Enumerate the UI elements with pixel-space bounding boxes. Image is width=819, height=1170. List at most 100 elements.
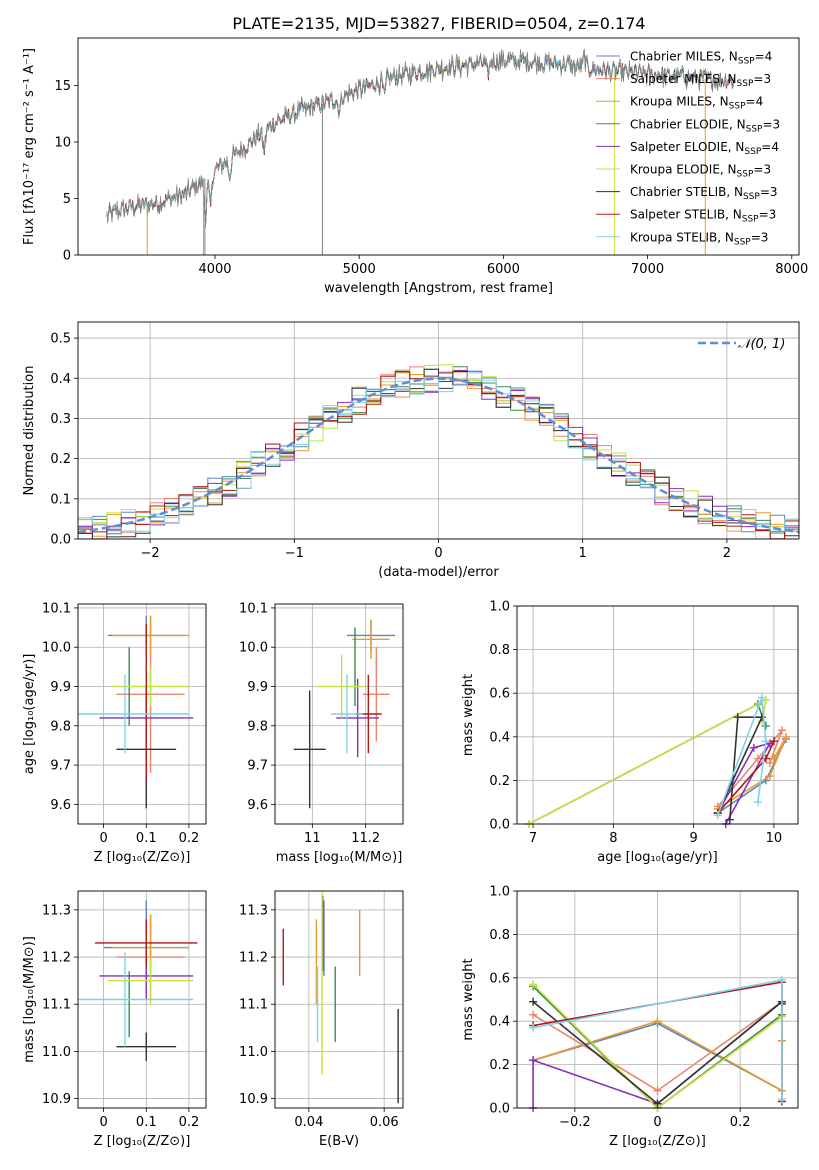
mass-weight-marker (725, 815, 734, 824)
y-tick-label: 0.4 (50, 372, 71, 387)
y-tick-label: 15 (54, 79, 71, 94)
y-tick-label: 0.1 (50, 492, 71, 507)
x-tick-label: 1 (579, 546, 587, 561)
mass-weight-marker (529, 1023, 538, 1032)
y-axis-label: mass weight (461, 958, 476, 1040)
mass-weight-marker (761, 737, 770, 746)
y-tick-label: 0.6 (489, 971, 510, 986)
y-tick-label: 11.0 (239, 1045, 268, 1060)
y-tick-label: 11.2 (239, 951, 268, 966)
y-tick-label: 0.8 (489, 928, 510, 943)
errorbar-point (112, 666, 189, 707)
axes-frame (516, 605, 799, 825)
mass-weight-marker (749, 743, 758, 752)
errorbar-point (352, 619, 390, 659)
x-axis-label: Z [log₁₀(Z/Z⊙)] (609, 1134, 706, 1149)
x-axis-label: wavelength [Angstrom, rest frame] (324, 281, 553, 296)
x-tick-label: 5000 (343, 262, 376, 277)
axes-frame (274, 603, 404, 825)
errorbar-point (78, 952, 194, 1047)
y-tick-label: 11.2 (42, 951, 71, 966)
legend-entry: Chabrier MILES, NSSP=4 (630, 50, 772, 67)
errorbar-point (112, 615, 189, 656)
mass-weight-marker (761, 721, 770, 730)
y-tick-label: 10.9 (42, 1092, 71, 1107)
mass-weight-marker (765, 772, 774, 781)
x-tick-label: 0 (434, 546, 442, 561)
y-axis-label: Normed distribution (22, 366, 37, 496)
y-tick-label: 9.8 (247, 719, 268, 734)
y-tick-label: 11.1 (239, 998, 268, 1013)
x-tick-label: 7 (529, 831, 537, 846)
mass-weight-series-line (716, 742, 772, 824)
x-tick-label: 9 (689, 831, 697, 846)
y-tick-label: 0.2 (489, 1058, 510, 1073)
y-tick-label: 0.8 (489, 643, 510, 658)
x-tick-label: −0.2 (559, 1115, 591, 1130)
y-tick-label: 11.3 (42, 903, 71, 918)
y-tick-label: 1.0 (489, 885, 510, 900)
x-tick-label: 8 (609, 831, 617, 846)
mass-weight-marker (653, 1099, 662, 1108)
mass-weight-marker (753, 754, 762, 763)
x-axis-label: Z [log₁₀(Z/Z⊙)] (94, 1134, 191, 1149)
x-tick-label: 0 (99, 1115, 107, 1130)
mass-weight-vs-Z-axes: −0.2 0 0.2 0.0 0.2 0.4 0.6 0.8 1.0 Z [log₁₀(Z/Z⊙)… (461, 885, 799, 1149)
legend-entry: Chabrier ELODIE, NSSP=3 (630, 117, 780, 134)
y-tick-label: 0.0 (50, 533, 71, 548)
figure-title: PLATE=2135, MJD=53827, FIBERID=0504, z=0… (232, 14, 645, 33)
legend-entry: 𝒩(0, 1) (738, 337, 785, 352)
x-tick-label: 0 (653, 1115, 661, 1130)
legend-entry: Kroupa STELIB, NSSP=3 (630, 230, 768, 247)
x-tick-label: 11.2 (351, 831, 380, 846)
y-tick-label: 10.1 (42, 601, 71, 616)
y-tick-label: 0.3 (50, 412, 71, 427)
age-vs-mass-axes: 11 11.2 9.6 9.7 9.8 9.9 10.0 10.1 mass [log₁₀(M/… (239, 601, 404, 865)
y-tick-label: 10.0 (42, 641, 71, 656)
spectrum-data-line (106, 48, 735, 226)
y-tick-label: 10.9 (239, 1092, 268, 1107)
y-tick-label: 9.9 (50, 680, 71, 695)
residuals-axes: −2 −1 0 1 2 0.0 0.1 0.2 0.3 0.4 0.5 (data-model)/er… (22, 321, 800, 580)
mass-weight-marker (781, 732, 790, 741)
x-axis-label: E(B-V) (319, 1134, 359, 1149)
mass-weight-marker (769, 737, 778, 746)
x-tick-label: 0.06 (370, 1115, 399, 1130)
x-tick-label: 2 (723, 546, 731, 561)
errorbar-point (293, 690, 326, 809)
y-tick-label: 9.8 (50, 719, 71, 734)
x-tick-label: 6000 (487, 262, 520, 277)
mass-weight-marker (653, 1017, 662, 1026)
y-tick-label: 0.6 (489, 687, 510, 702)
y-tick-label: 10.0 (239, 641, 268, 656)
x-axis-label: (data-model)/error (378, 565, 499, 580)
mass-weight-marker (733, 713, 742, 722)
errorbar-point (95, 919, 198, 967)
errorbar-point (317, 655, 366, 718)
mass-weight-series-line (532, 983, 783, 1108)
x-tick-label: 0.2 (179, 1115, 200, 1130)
x-tick-label: −2 (141, 546, 160, 561)
x-tick-label: −1 (285, 546, 304, 561)
axes-frame (77, 321, 800, 540)
y-tick-label: 0.2 (50, 452, 71, 467)
mass-weight-marker (765, 758, 774, 767)
errorbar-point (363, 647, 390, 742)
mass-weight-marker (777, 1095, 786, 1104)
y-tick-label: 11.0 (42, 1045, 71, 1060)
y-tick-label: 5 (63, 192, 71, 207)
mass-weight-marker (757, 713, 766, 722)
spectrum-axes: 4000 5000 6000 7000 8000 0 5 10 15 wavelength [An… (22, 37, 808, 296)
mass-weight-marker (529, 980, 538, 989)
errorbar-point (116, 1032, 177, 1061)
mass-weight-marker (761, 695, 770, 704)
mass-weight-marker (713, 811, 722, 820)
legend-entry: Kroupa ELODIE, NSSP=3 (630, 163, 771, 180)
x-tick-label: 8000 (775, 262, 808, 277)
x-tick-label: 4000 (198, 262, 231, 277)
x-tick-label: 0.1 (136, 831, 157, 846)
x-axis-label: mass [log₁₀(M/M⊙)] (276, 850, 403, 865)
mass-weight-series-line (532, 985, 783, 1108)
x-axis-label: age [log₁₀(age/yr)] (597, 850, 718, 865)
